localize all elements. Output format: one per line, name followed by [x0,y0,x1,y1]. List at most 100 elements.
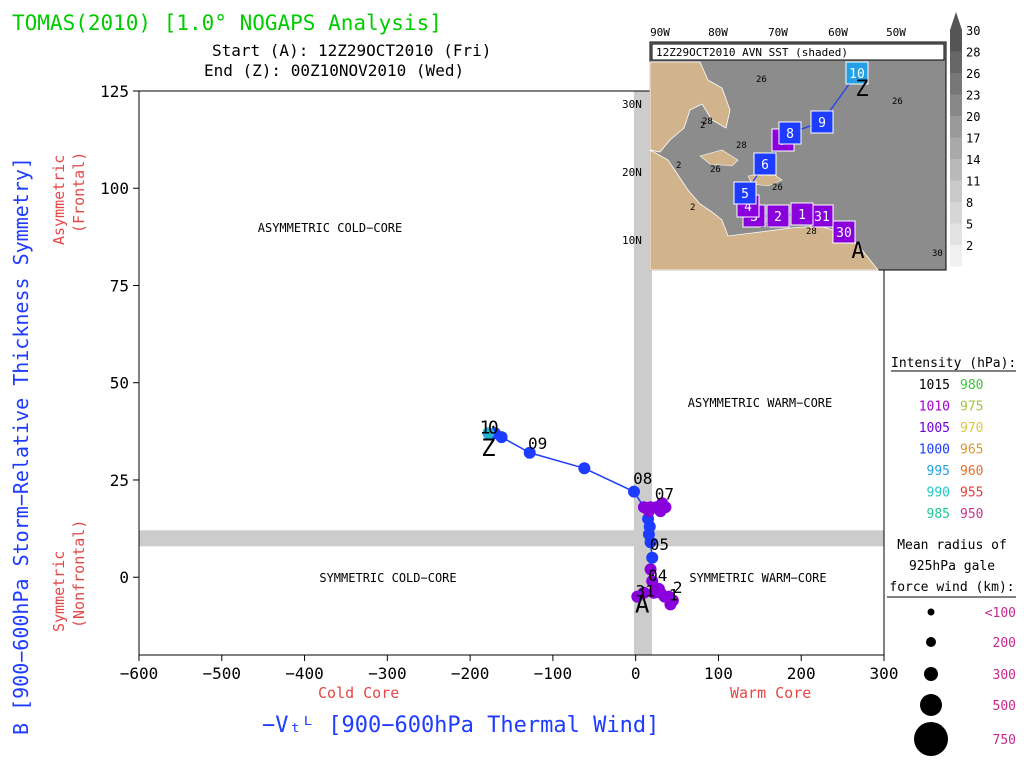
x-tick-label: 200 [787,664,816,683]
inset-contour-label: 2 [676,161,681,171]
y-tick-label: 25 [110,471,129,490]
track-start-marker: A [635,591,650,619]
inset-contour-label: 28 [736,141,747,151]
inset-contour-label: 28 [806,227,817,237]
intensity-legend-title: Intensity (hPa): [891,356,1016,371]
y-side-label-symmetric: Symmetric [50,551,68,632]
intensity-legend-right: 965 [960,443,983,458]
track-day-label: 05 [650,535,669,554]
inset-track-box-label: 4 [744,200,752,215]
y-tick-label: 0 [119,568,129,587]
colorbar-segment [950,51,962,73]
track-point [654,505,667,518]
colorbar-segment [950,159,962,181]
inset-contour-label: 2 [690,203,695,213]
inset-contour-label: 28 [702,117,713,127]
intensity-legend-right: 950 [960,507,983,522]
x-tick-label: −600 [120,664,159,683]
inset-track-box-label: 6 [761,158,769,173]
intensity-legend-left: 995 [927,464,950,479]
x-tick-label: 0 [631,664,641,683]
track-point [523,446,536,459]
track-point [644,563,657,576]
radius-legend-label: 300 [993,668,1016,683]
colorbar-label: 23 [966,89,980,103]
track-segment [529,452,585,470]
x-tick-label: −100 [534,664,573,683]
radius-legend-label: 200 [993,636,1016,651]
colorbar-top-arrow [950,12,962,30]
colorbar-label: 8 [966,196,973,210]
inset-track-box [766,204,790,228]
inset-track-box-label: 30 [836,226,852,241]
colorbar-label: 20 [966,110,980,124]
inset-land-south-america [649,149,879,271]
track-day-label: 0 [488,417,499,438]
colorbar-label: 30 [966,24,980,38]
intensity-legend-right: 980 [960,378,983,393]
track-day-label: 04 [648,566,667,585]
colorbar-label: 17 [966,132,980,146]
inset-track-box-label: 9 [818,116,826,131]
inset-track-box-label: 1 [798,208,806,223]
inset-contour-label: 26 [772,183,783,193]
x-tick-label: −200 [451,664,490,683]
inset-track-box-label: 10 [849,67,865,82]
radius-legend-label: 500 [993,699,1016,714]
track-point [482,427,495,440]
track-end-marker: Z [481,434,495,462]
y-tick-label: 125 [100,82,129,101]
radius-legend-dot [927,608,935,616]
track-day-label: 2 [673,578,683,597]
quadrant-label-sym-warm: SYMMETRIC WARM−CORE [689,571,826,585]
radius-legend-dot [926,637,936,647]
track-day-label: 07 [655,484,674,503]
inset-track-box [845,61,869,85]
x-tick-label: −500 [203,664,242,683]
radius-legend-dot [924,667,938,681]
inset-lat-label: 10N [622,234,642,247]
quadrant-label-asym-cold: ASYMMETRIC COLD−CORE [258,221,403,235]
x-side-label-warm: Warm Core [730,684,811,702]
inset-lon-label: 90W [650,26,670,39]
track-point [637,501,650,514]
track-point [654,586,667,599]
track-day-label: 08 [633,469,652,488]
plot-area: −600 −500 −400 −300 −200 −100 0 100 200 300025507… [100,82,898,683]
end-time: End (Z): 00Z10NOV2010 (Wed) [204,61,464,80]
inset-track-box-label: 31 [814,210,830,225]
track-day-label: 09 [528,434,547,453]
colorbar-label: 26 [966,67,980,81]
x-tick-label: −300 [368,664,407,683]
inset-lat-label: 30N [622,98,642,111]
inset-contour-label: 30 [932,249,943,259]
x-tick-label: 300 [870,664,899,683]
intensity-legend-right: 955 [960,486,983,501]
radius-legend-label: 750 [993,733,1016,748]
x-tick-label: −400 [285,664,324,683]
inset-track-box-label: 2 [774,210,782,225]
track-point [646,575,659,588]
inset-track-box-label: 8 [786,127,794,142]
inset-land-cuba [699,149,739,167]
colorbar-label: 28 [966,46,980,60]
inset-contour-label: 26 [892,97,903,107]
track-point [637,586,650,599]
quadrant-label-asym-warm: ASYMMETRIC WARM−CORE [688,396,833,410]
inset-contour-label: 26 [710,165,721,175]
colorbar-segment [950,245,962,267]
intensity-legend-left: 1005 [919,421,950,436]
colorbar-label: 11 [966,175,980,189]
radius-legend-title: 925hPa gale [909,559,995,574]
y-axis-label: B [900−600hPa Storm−Relative Thickness S… [9,157,33,735]
y-side-label-asymmetric: Asymmetric [50,155,68,245]
inset-title: 12Z29OCT2010 AVN SST (shaded) [656,46,848,59]
start-time: Start (A): 12Z29OCT2010 (Fri) [212,41,491,60]
intensity-legend-left: 985 [927,507,950,522]
track-point [628,485,641,498]
intensity-legend-left: 990 [927,486,950,501]
legend: Intensity (hPa): 1015 980 1010 975 1005 970 100… [887,356,1016,756]
colorbar-segment [950,73,962,95]
inset-track-map: 90W 80W 70W 60W 50W 30N 20N 10N 12Z29OCT2010 AVN… [622,12,980,271]
